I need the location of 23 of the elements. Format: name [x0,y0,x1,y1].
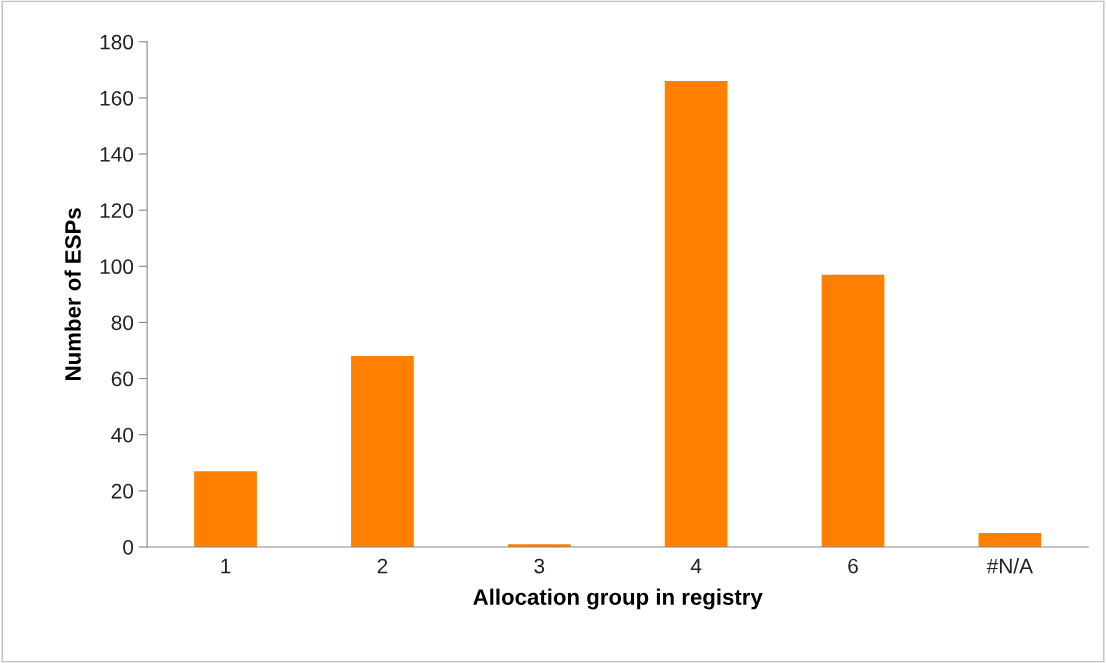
x-axis-title: Allocation group in registry [473,588,763,610]
x-tick-label: 6 [848,558,858,574]
x-tick-label: 1 [221,558,231,574]
y-tick-label: 100 [100,259,134,275]
bar [978,532,1042,547]
y-tick-label: 160 [100,90,134,106]
y-tick-label: 80 [111,315,134,331]
y-tick-label: 0 [123,539,134,555]
y-tick-label: 20 [111,483,134,499]
bar [194,471,257,547]
x-tick-label: 2 [377,558,388,574]
y-tick-label: 40 [111,427,134,443]
y-tick-label: 60 [111,371,134,387]
bar [664,81,728,547]
x-tick-label: 3 [534,558,545,574]
bar [821,274,885,547]
x-tick-label: #N/A [986,558,1033,574]
y-tick-label: 180 [100,34,134,50]
y-axis-title: Number of ESPs [64,208,81,380]
x-tick-label: 4 [690,558,702,574]
bar [351,356,414,547]
y-tick-label: 140 [100,147,134,162]
y-tick-label: 120 [100,203,134,218]
